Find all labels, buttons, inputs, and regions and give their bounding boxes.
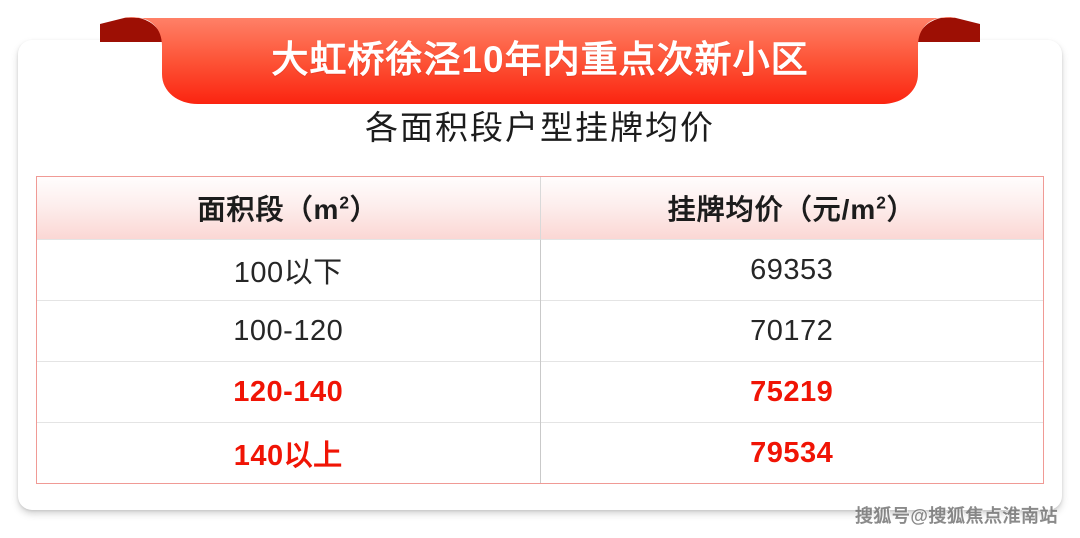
table-header-row: 面积段（m2） 挂牌均价（元/m2） — [37, 177, 1043, 240]
column-header-area-tail: ） — [350, 194, 380, 225]
cell-price: 69353 — [539, 239, 1043, 301]
banner-title: 大虹桥徐泾10年内重点次新小区 — [271, 39, 809, 80]
column-header-area-main: 面积段（m — [197, 194, 340, 225]
cell-area: 140以上 — [37, 422, 540, 483]
column-header-price-tail: ） — [886, 194, 916, 225]
column-header-price: 挂牌均价（元/m2） — [539, 177, 1043, 240]
column-header-price-main: 挂牌均价（元/m — [667, 194, 877, 225]
title-ribbon: 大虹桥徐泾10年内重点次新小区 — [100, 12, 980, 104]
watermark: 搜狐号@搜狐焦点淮南站 — [854, 506, 1058, 526]
ribbon-body-icon — [124, 17, 956, 104]
cell-area: 120-140 — [37, 361, 540, 423]
ribbon-shape-icon — [100, 17, 980, 104]
table-row: 140以上 79534 — [37, 422, 1043, 483]
column-header-area: 面积段（m2） — [37, 177, 540, 240]
cell-price: 75219 — [539, 361, 1043, 423]
table-row: 100以下 69353 — [37, 239, 1043, 301]
ribbon-left-tail-icon — [100, 17, 162, 42]
cell-price: 70172 — [539, 300, 1043, 362]
price-table: 面积段（m2） 挂牌均价（元/m2） 100以下 69353 100-120 7… — [36, 176, 1044, 484]
cell-area: 100以下 — [37, 239, 540, 301]
table-row: 120-140 75219 — [37, 361, 1043, 423]
cell-area: 100-120 — [37, 300, 540, 362]
subtitle: 各面积段户型挂牌均价 — [365, 109, 715, 146]
table-row: 100-120 70172 — [37, 300, 1043, 362]
column-header-price-sup: 2 — [876, 192, 887, 213]
column-header-area-sup: 2 — [339, 192, 351, 213]
cell-price: 79534 — [539, 422, 1043, 483]
ribbon-right-tail-icon — [918, 17, 980, 42]
